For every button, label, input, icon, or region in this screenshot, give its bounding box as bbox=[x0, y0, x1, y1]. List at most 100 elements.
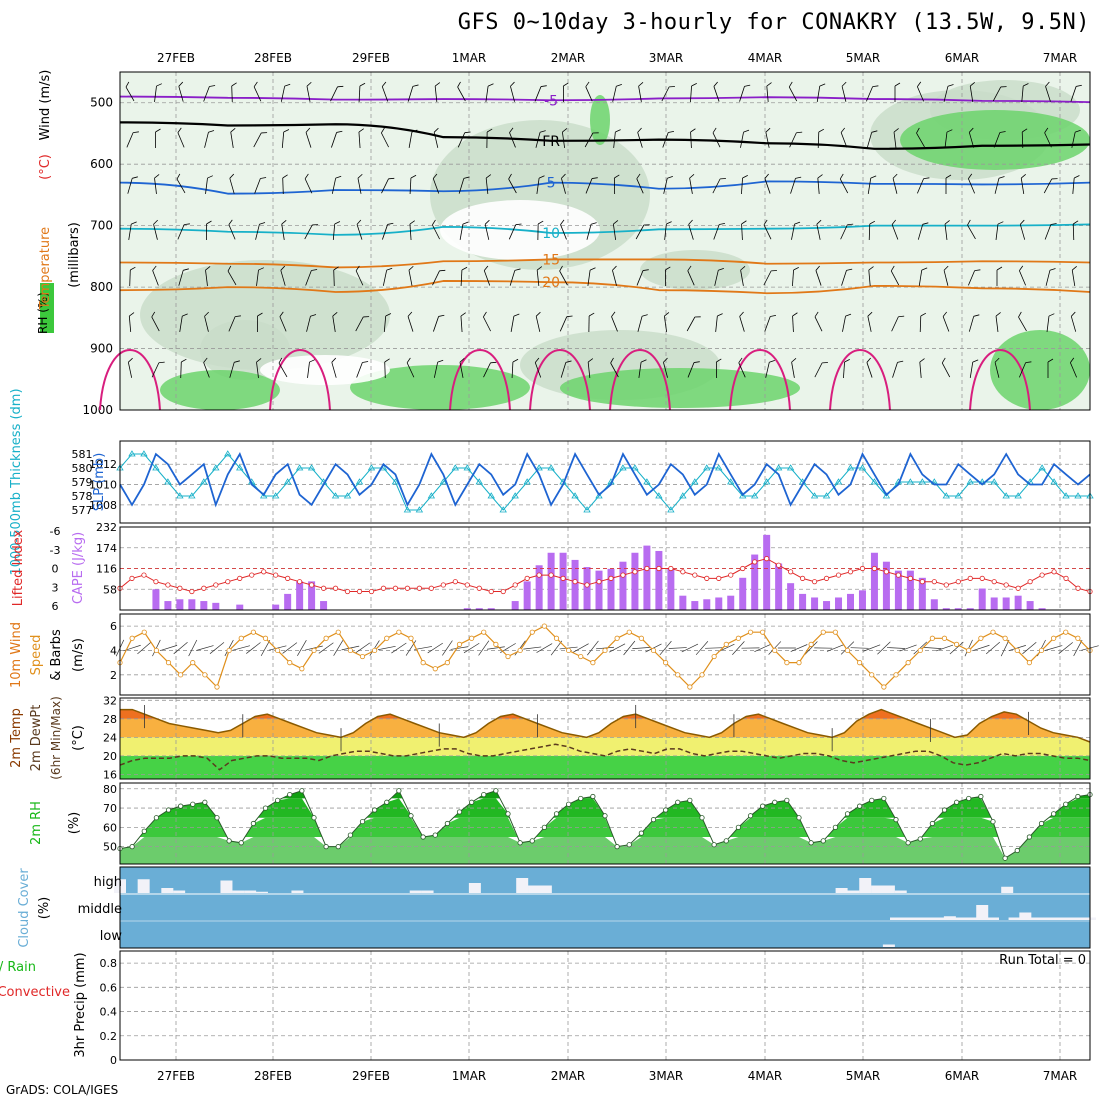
rh-marker bbox=[675, 799, 681, 805]
wind-barb bbox=[919, 358, 925, 379]
wind-barb-staff bbox=[280, 86, 286, 102]
lifted-index-marker bbox=[608, 575, 614, 581]
cape-bar bbox=[463, 608, 471, 610]
wind-barb-flag bbox=[1018, 311, 1022, 318]
wind-barb-flag bbox=[280, 265, 286, 271]
wind-speed-marker bbox=[905, 660, 911, 666]
wind-barb-flag bbox=[332, 312, 338, 317]
surface-wind-barb-staff bbox=[863, 644, 881, 652]
wind-barb bbox=[636, 173, 644, 194]
thickness-marker bbox=[643, 478, 651, 485]
thickness-marker bbox=[858, 464, 867, 471]
cape-bar bbox=[643, 545, 651, 610]
wind-barb bbox=[588, 312, 595, 333]
surface-wind-barb bbox=[463, 642, 480, 654]
wind-barb-staff bbox=[968, 178, 975, 194]
wind-speed-marker bbox=[723, 641, 729, 647]
wind-barb bbox=[205, 266, 211, 286]
wind-barb-staff bbox=[969, 86, 974, 102]
wind-barb-staff bbox=[177, 224, 185, 240]
wind-barb bbox=[256, 358, 262, 378]
wind-barb-flag bbox=[998, 176, 1005, 179]
wind-barb-flag bbox=[694, 316, 701, 318]
wind-barb-flag bbox=[407, 311, 413, 317]
wind-barb bbox=[661, 86, 675, 102]
wind-speed-marker bbox=[687, 684, 693, 690]
wind-barb-flag bbox=[771, 270, 777, 272]
cloud-bar-high bbox=[220, 880, 233, 893]
panel-cape-frame bbox=[119, 526, 1091, 611]
cape-bar bbox=[475, 608, 483, 610]
wind-barb-staff bbox=[919, 315, 922, 333]
rh-marker bbox=[481, 791, 487, 798]
wind-speed-marker bbox=[1002, 635, 1008, 641]
wind-barb-staff bbox=[304, 224, 313, 240]
temperature-mask bbox=[120, 698, 1090, 742]
wind-barb-staff bbox=[661, 86, 670, 102]
cloud-bar-high bbox=[232, 890, 245, 893]
wind-barb bbox=[230, 128, 236, 148]
lifted-index-marker bbox=[1039, 572, 1045, 578]
wind-barb bbox=[535, 311, 541, 332]
wind-barb bbox=[867, 175, 877, 194]
wind-barb bbox=[585, 81, 593, 102]
wind-barb-flag bbox=[764, 173, 769, 179]
wind-barb-staff bbox=[916, 132, 925, 148]
wind-barb-flag bbox=[536, 266, 543, 271]
contour-label: 10 bbox=[542, 226, 560, 242]
wind-barb bbox=[814, 311, 823, 332]
wind-barb-flag bbox=[177, 127, 182, 133]
wind-barb-staff bbox=[485, 178, 489, 194]
wind-barb-flag bbox=[972, 359, 979, 363]
wind-barb-flag bbox=[1019, 265, 1024, 271]
dewpt-axis-label: 2m DewPt bbox=[29, 705, 44, 772]
wind-barb-flag bbox=[816, 219, 822, 225]
wind-barb-flag bbox=[716, 358, 722, 363]
wind-barb bbox=[330, 85, 344, 102]
date-label-top: 1MAR bbox=[452, 51, 487, 65]
wind-barb bbox=[612, 84, 622, 102]
wind-barb-flag bbox=[181, 358, 187, 363]
surface-wind-barb bbox=[391, 642, 407, 654]
rh-moist-area bbox=[160, 370, 280, 410]
rh-marker bbox=[917, 836, 923, 842]
surface-wind-barb bbox=[159, 645, 178, 651]
wind-barb-flag bbox=[585, 81, 590, 87]
lifted-index-marker bbox=[871, 565, 878, 572]
wind-barb-staff bbox=[967, 224, 976, 240]
wind-barb bbox=[508, 223, 522, 240]
wind-barb bbox=[996, 266, 1003, 286]
wind-barb-flag bbox=[840, 127, 846, 133]
rh-marker bbox=[153, 815, 159, 821]
rh-marker bbox=[772, 799, 778, 805]
wind-barb-staff bbox=[612, 270, 617, 286]
lifted-index-marker bbox=[632, 569, 638, 575]
lifted-index-marker bbox=[129, 575, 135, 581]
wind-barb-flag bbox=[1047, 358, 1054, 363]
wind-barb-staff bbox=[664, 224, 667, 240]
lifted-index-marker bbox=[572, 579, 578, 585]
cape-bar bbox=[487, 608, 495, 610]
wind-barb-flag bbox=[439, 269, 446, 272]
wind-barb bbox=[203, 85, 216, 102]
wind-barb-flag bbox=[841, 81, 847, 87]
rh-marker bbox=[420, 834, 426, 840]
wind-barb bbox=[638, 359, 647, 378]
wind-barb-staff bbox=[154, 178, 157, 194]
surface-wind-barb-staff bbox=[899, 644, 917, 652]
cloud-bar-middle bbox=[943, 916, 956, 920]
thickness-marker bbox=[906, 478, 915, 485]
cloud-bar-high bbox=[882, 885, 895, 893]
cape-bar bbox=[715, 597, 723, 610]
slp-axis-label: SLP (mb) bbox=[92, 453, 107, 512]
wind-barb bbox=[687, 265, 695, 286]
surface-wind-barb-staff bbox=[632, 647, 651, 649]
wind-barb-flag bbox=[412, 84, 419, 87]
cape-bar bbox=[906, 570, 914, 610]
wind-barb bbox=[968, 314, 980, 332]
wind-speed-marker bbox=[699, 672, 705, 678]
rh-marker bbox=[687, 797, 693, 803]
surface-wind-barb bbox=[1000, 639, 1010, 657]
rh-marker bbox=[517, 840, 523, 846]
wind-barb-flag bbox=[433, 127, 439, 133]
